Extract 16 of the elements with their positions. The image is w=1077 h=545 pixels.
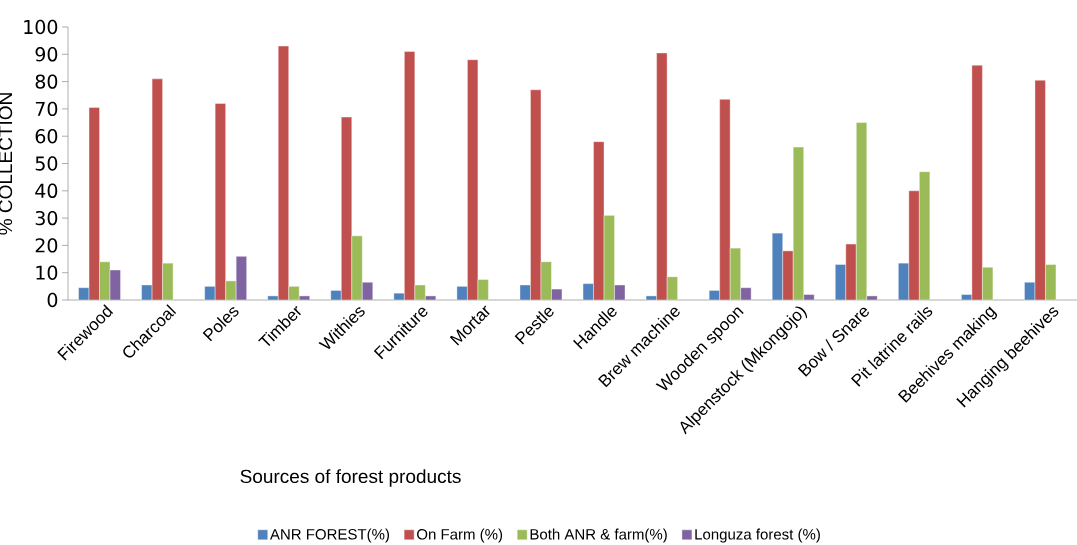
y-tick-label: 90 — [35, 47, 58, 62]
legend-label: Both ANR & farm(%) — [530, 528, 667, 543]
y-tick-label: 60 — [35, 129, 58, 144]
y-tick-label: 70 — [35, 101, 58, 117]
legend-label: Longuza forest (%) — [695, 528, 820, 543]
x-axis-title: Sources of forest products — [240, 469, 461, 487]
y-tick-label: 30 — [35, 210, 58, 226]
y-tick-label: 40 — [35, 183, 58, 198]
y-tick-label: 0 — [47, 292, 58, 308]
y-tick-label: 100 — [24, 19, 58, 35]
y-tick-label: 50 — [35, 156, 58, 171]
y-tick-label: 20 — [35, 238, 58, 253]
legend-label: On Farm (%) — [417, 528, 503, 543]
y-tick-label: 10 — [36, 265, 58, 280]
y-tick-label: 80 — [35, 74, 58, 89]
legend-label: ANR FOREST(%) — [269, 528, 389, 543]
